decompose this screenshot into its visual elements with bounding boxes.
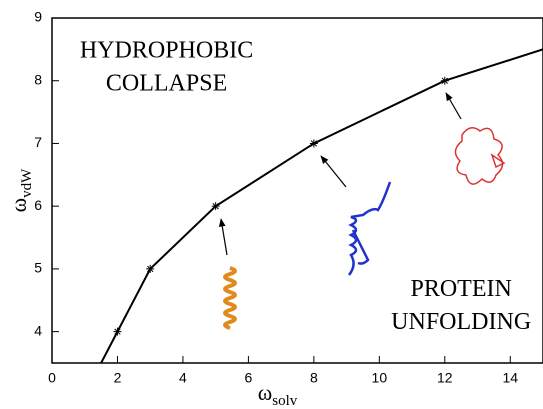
- x-tick-label: 6: [245, 370, 253, 386]
- protein-blue: [347, 181, 392, 276]
- x-tick-label: 4: [179, 370, 187, 386]
- x-tick-label: 12: [437, 370, 453, 386]
- decorations: [218, 92, 506, 330]
- marker: [440, 76, 449, 85]
- x-label-symbol: ω: [258, 380, 272, 405]
- marker: [309, 139, 318, 148]
- plot-frame: [51, 17, 543, 364]
- x-tick-label: 14: [502, 370, 518, 386]
- protein-red: [454, 127, 506, 185]
- y-tick-label: 9: [34, 9, 42, 25]
- annotation: HYDROPHOBIC: [80, 38, 253, 64]
- marker: [211, 202, 220, 211]
- y-axis-label: ωvdW: [6, 168, 35, 212]
- marker: [146, 264, 155, 273]
- x-axis-label: ωsolv: [258, 380, 298, 409]
- x-label-sub: solv: [272, 393, 298, 409]
- y-tick-label: 4: [34, 322, 42, 338]
- y-label-symbol: ω: [6, 198, 31, 212]
- helix-orange: [223, 266, 237, 330]
- arrow: [320, 155, 347, 188]
- x-tick-label: 8: [310, 370, 318, 386]
- x-tick-label: 0: [48, 370, 56, 386]
- annotation: COLLAPSE: [106, 71, 227, 97]
- annotation: UNFOLDING: [391, 309, 531, 335]
- marker: [113, 327, 122, 336]
- y-tick-label: 8: [34, 71, 42, 87]
- y-label-sub: vdW: [19, 168, 35, 198]
- arrow: [445, 92, 462, 120]
- arrow: [218, 218, 228, 256]
- y-tick-label: 7: [34, 134, 42, 150]
- y-tick-label: 5: [34, 260, 42, 276]
- x-tick-label: 2: [114, 370, 122, 386]
- annotation: PROTEIN: [410, 276, 511, 302]
- x-tick-label: 10: [372, 370, 388, 386]
- y-tick-label: 6: [34, 197, 42, 213]
